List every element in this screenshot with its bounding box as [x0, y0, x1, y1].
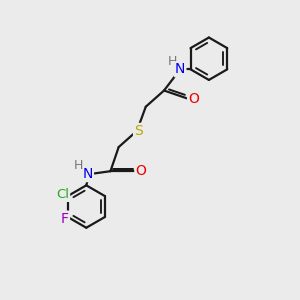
Text: O: O: [188, 92, 199, 106]
Text: H: H: [167, 55, 177, 68]
Text: N: N: [175, 62, 185, 76]
Text: N: N: [82, 167, 93, 181]
Text: Cl: Cl: [56, 188, 69, 201]
Text: H: H: [74, 159, 83, 172]
Text: F: F: [61, 212, 69, 226]
Text: S: S: [134, 124, 143, 138]
Text: O: O: [135, 164, 146, 178]
